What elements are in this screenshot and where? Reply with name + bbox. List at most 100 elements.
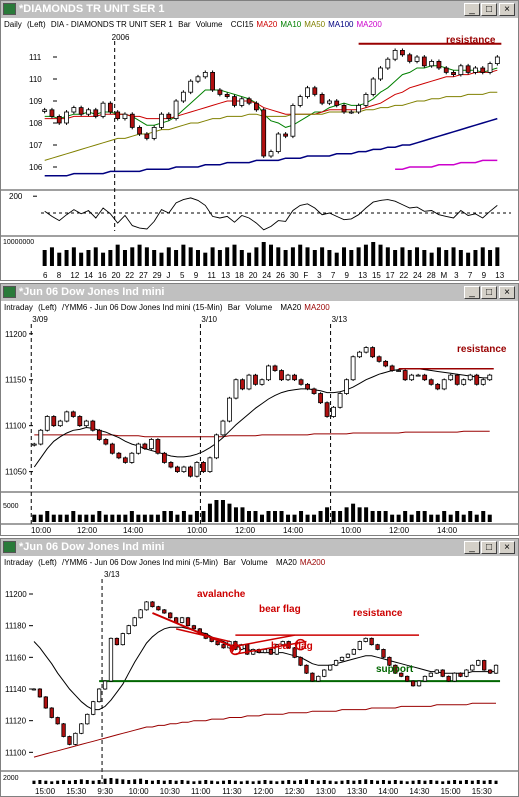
window-titlebar[interactable]: *Jun 06 Dow Jones Ind mini _ □ × bbox=[1, 284, 518, 301]
volume-bar bbox=[393, 250, 398, 266]
volume-bar bbox=[91, 780, 95, 784]
volume-bar bbox=[64, 250, 69, 266]
volume-bar bbox=[247, 252, 252, 266]
volume-bar bbox=[376, 780, 380, 784]
y-tick-label: 11160 bbox=[5, 653, 27, 662]
style-label: Bar bbox=[227, 303, 241, 312]
volume-bar bbox=[194, 511, 199, 522]
15min-chart[interactable]: 11050 11100 11150 11200 3/09 3/10 3/13 resistan… bbox=[1, 314, 518, 535]
volume-bar bbox=[312, 514, 317, 522]
x-tick-label: 14:00 bbox=[123, 526, 144, 535]
candle bbox=[370, 347, 376, 358]
x-tick-label: 14:00 bbox=[378, 787, 399, 796]
candle bbox=[290, 105, 296, 137]
maximize-button[interactable]: □ bbox=[481, 541, 497, 554]
volume-bar bbox=[133, 779, 137, 784]
candle bbox=[482, 660, 487, 671]
volume-bar bbox=[254, 247, 259, 266]
y-tick-label: 11200 bbox=[5, 590, 27, 599]
chart-window-icon[interactable] bbox=[3, 3, 16, 15]
candle bbox=[159, 113, 164, 128]
minimize-button[interactable]: _ bbox=[464, 541, 480, 554]
window-titlebar[interactable]: *DIAMONDS TR UNIT SER 1 _ □ × bbox=[1, 1, 518, 18]
candle bbox=[357, 641, 362, 650]
maximize-button[interactable]: □ bbox=[481, 286, 497, 299]
ma-line-ma20 bbox=[44, 69, 498, 120]
volume-bar bbox=[429, 252, 434, 266]
volume-bar bbox=[246, 511, 251, 522]
volume-bar bbox=[281, 780, 285, 784]
volume-bar bbox=[396, 514, 401, 522]
x-tick-label: 22 bbox=[399, 271, 408, 280]
candle bbox=[312, 87, 318, 95]
candle bbox=[428, 672, 434, 677]
daily-chart[interactable]: 106 107 108 109 110 111 2006 resistance 200 10000… bbox=[1, 31, 518, 280]
candle bbox=[285, 374, 291, 381]
volume-bar bbox=[481, 511, 486, 522]
candle bbox=[494, 56, 500, 64]
volume-bar bbox=[145, 780, 149, 784]
candle bbox=[114, 637, 120, 646]
volume-bar bbox=[299, 780, 303, 784]
candle bbox=[168, 612, 173, 619]
chart-window-icon[interactable] bbox=[3, 286, 16, 298]
candle bbox=[239, 98, 245, 106]
volume-bar bbox=[109, 778, 113, 784]
style-label: Bar bbox=[223, 558, 236, 567]
candle bbox=[180, 91, 186, 102]
volume-bar bbox=[180, 780, 184, 784]
candle bbox=[451, 72, 456, 76]
candle bbox=[194, 462, 200, 477]
candle bbox=[57, 420, 63, 427]
volume-bar bbox=[108, 250, 113, 266]
volume-bar bbox=[232, 244, 237, 266]
volume-bar bbox=[276, 247, 281, 266]
x-tick-label: 13 bbox=[221, 271, 230, 280]
candle bbox=[407, 54, 413, 62]
candle bbox=[428, 379, 434, 385]
x-tick-label: 30 bbox=[290, 271, 299, 280]
close-button[interactable]: × bbox=[499, 3, 515, 16]
volume-bar bbox=[115, 244, 120, 266]
candle bbox=[109, 443, 115, 454]
volume-bar bbox=[371, 242, 376, 266]
axis-label: (Left) bbox=[27, 20, 46, 29]
volume-bar bbox=[64, 514, 69, 522]
volume-bar bbox=[216, 781, 220, 784]
candle bbox=[381, 649, 386, 658]
volume-bar bbox=[68, 780, 72, 784]
window-titlebar[interactable]: *Jun 06 Dow Jones Ind mini _ □ × bbox=[1, 539, 518, 556]
candle bbox=[283, 133, 289, 137]
y-tick-label: 110 bbox=[29, 75, 42, 84]
volume-bar bbox=[86, 250, 91, 266]
candle bbox=[476, 660, 481, 666]
candle bbox=[51, 416, 57, 427]
volume-bar bbox=[466, 252, 471, 266]
y-tick-label: 11100 bbox=[5, 748, 27, 757]
candle bbox=[142, 443, 148, 450]
volume-bar bbox=[422, 250, 427, 266]
close-button[interactable]: × bbox=[499, 541, 515, 554]
volume-bar bbox=[217, 250, 222, 266]
volume-bar bbox=[115, 778, 119, 784]
5min-chart[interactable]: 11100 11120 11140 11160 11180 11200 3/13 avalan… bbox=[1, 569, 518, 796]
candle bbox=[405, 675, 410, 682]
minimize-button[interactable]: _ bbox=[464, 3, 480, 16]
close-button[interactable]: × bbox=[499, 286, 515, 299]
candle bbox=[266, 365, 271, 381]
candle bbox=[96, 429, 102, 440]
volume-bar bbox=[416, 511, 421, 522]
candle bbox=[188, 80, 194, 93]
chart-window-icon[interactable] bbox=[3, 541, 16, 553]
candle bbox=[441, 379, 447, 390]
volume-bar bbox=[448, 514, 453, 522]
candle bbox=[435, 383, 441, 390]
candle bbox=[85, 713, 90, 725]
x-tick-label: 15:00 bbox=[35, 787, 56, 796]
candle bbox=[166, 113, 172, 119]
candle bbox=[220, 420, 226, 436]
maximize-button[interactable]: □ bbox=[481, 3, 497, 16]
volume-bar bbox=[260, 514, 264, 522]
volume-bar bbox=[488, 250, 493, 266]
minimize-button[interactable]: _ bbox=[464, 286, 480, 299]
